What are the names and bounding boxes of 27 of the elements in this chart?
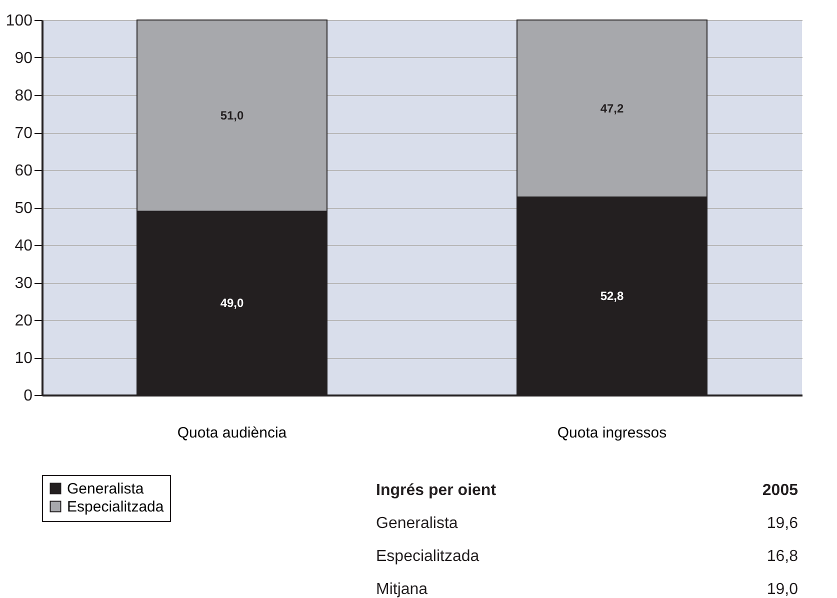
x-tick-label: Quota audiència [177, 424, 288, 442]
y-tick-label: 30 [14, 275, 33, 292]
data-label: 51,0 [220, 108, 244, 123]
text: 19,6 [766, 515, 798, 532]
text: Mitjana [376, 581, 428, 598]
y-tick-label: 20 [14, 312, 33, 330]
legend-label: Especialitzada [67, 498, 164, 516]
text: Generalista [376, 515, 458, 532]
text: 16,8 [766, 548, 798, 565]
text: Ingrés per oient [376, 482, 497, 499]
y-tick-label: 0 [24, 388, 33, 404]
y-tick-label: 90 [14, 50, 33, 67]
y-tick-label: 10 [14, 350, 33, 367]
y-tick-label: 50 [14, 200, 33, 217]
y-tick-label: 70 [14, 125, 33, 142]
data-label: 49,0 [220, 296, 244, 310]
text: 19,0 [766, 581, 798, 598]
legend-label: Generalista [67, 480, 144, 498]
y-tick-label: 100 [6, 12, 33, 30]
y-tick-label: 40 [14, 238, 33, 254]
data-label: 52,8 [600, 289, 624, 303]
text: Especialitzada [376, 548, 480, 565]
y-tick-label: 60 [14, 162, 33, 180]
data-label: 47,2 [600, 102, 624, 116]
text: 2005 [762, 482, 798, 499]
y-tick-label: 80 [14, 88, 33, 104]
x-tick-label: Quota ingressos [557, 424, 667, 442]
